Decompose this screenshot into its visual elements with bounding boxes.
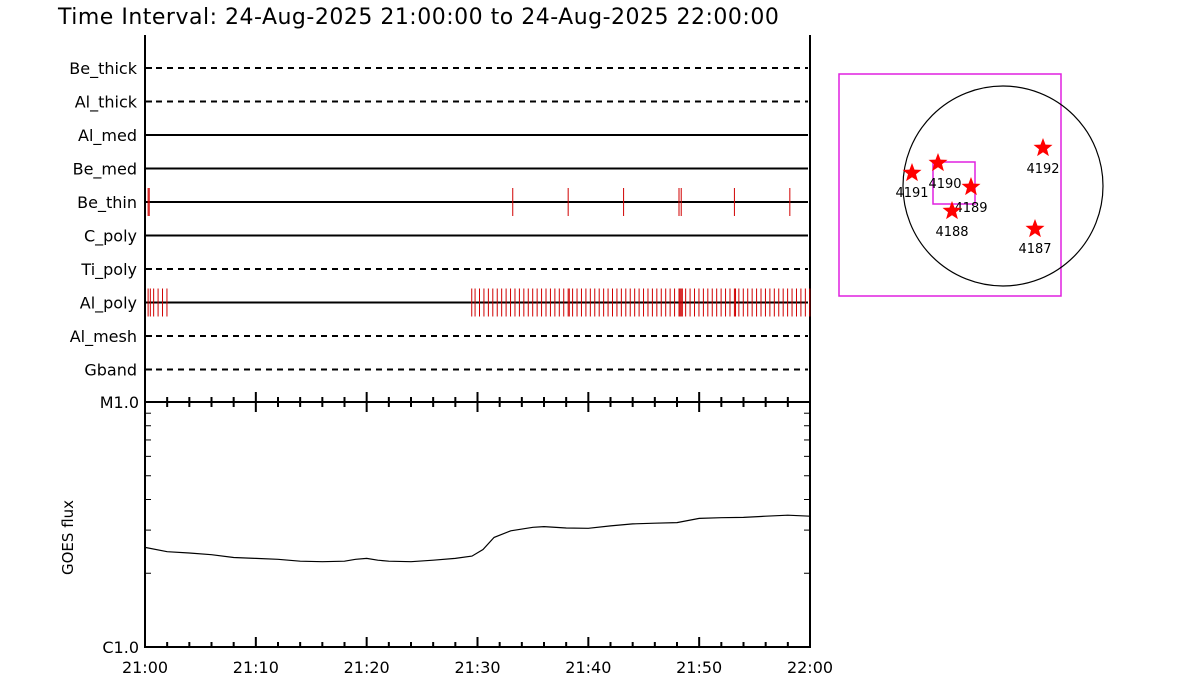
star-icon [1025,219,1045,238]
goes-flux-panel: C1.0 M1.0 21:00 21:10 21:20 21:30 21:40 21:50 2… [59,392,833,677]
y-tick-label: M1.0 [100,393,139,412]
active-region-4187: 4187 [1018,219,1052,257]
star-icon [902,163,922,182]
filter-label: Be_thin [77,193,137,213]
region-label: 4187 [1018,242,1051,257]
filter-label: Gband [84,361,137,380]
star-icon [961,177,981,196]
x-tick-label: 21:00 [122,658,168,677]
active-region-4188: 4188 [935,201,969,240]
x-tick-label: 22:00 [787,658,833,677]
star-icon [1033,138,1053,157]
star-icon [942,201,962,220]
filter-row-al-thick: Al_thick [75,93,808,113]
y-axis-label: GOES flux [59,500,77,575]
x-tick-label: 21:40 [565,658,611,677]
filter-label: Be_med [73,160,137,180]
region-label: 4188 [935,225,968,240]
goes-flux-line [144,514,811,563]
filter-timeline-panel: Be_thick Al_thick Al_med Be_med Be_thin C_pol… [69,35,811,402]
filter-row-al-mesh: Al_mesh [70,327,808,347]
x-tick-label: 21:30 [454,658,500,677]
active-region-4192: 4192 [1026,138,1060,177]
star-icon [928,153,948,172]
filter-label: Ti_poly [80,260,137,280]
filter-label: Al_thick [75,93,138,113]
filter-label: Al_med [78,126,137,146]
region-label: 4190 [928,177,961,192]
filter-row-gband: Gband [84,361,808,380]
filter-row-al-poly: Al_poly [80,288,811,317]
x-tick-label: 21:20 [344,658,390,677]
filter-label: Al_mesh [70,327,137,347]
solar-disk [902,85,1104,287]
filter-row-be-thin: Be_thin [77,188,808,216]
filter-row-al-med: Al_med [78,126,808,146]
goes-plot-frame [144,401,811,648]
filter-row-be-thick: Be_thick [69,59,808,79]
y-tick-label: C1.0 [102,638,139,657]
zoom-box [932,161,976,205]
region-label: 4189 [954,201,987,216]
active-region-4190: 4190 [928,153,962,192]
filter-label: C_poly [84,227,137,247]
filter-label: Al_poly [80,294,137,314]
region-label: 4191 [895,186,928,201]
active-region-4191: 4191 [895,163,929,201]
page-title: Time Interval: 24-Aug-2025 21:00:00 to 2… [57,5,779,30]
filter-row-be-med: Be_med [73,160,808,180]
filter-row-ti-poly: Ti_poly [80,260,808,280]
x-tick-label: 21:10 [233,658,279,677]
x-tick-label: 21:50 [676,658,722,677]
active-region-4189: 4189 [954,177,988,216]
field-of-view-box [838,73,1062,297]
filter-label: Be_thick [69,59,137,79]
region-label: 4192 [1026,162,1059,177]
filter-row-c-poly: C_poly [84,227,808,247]
